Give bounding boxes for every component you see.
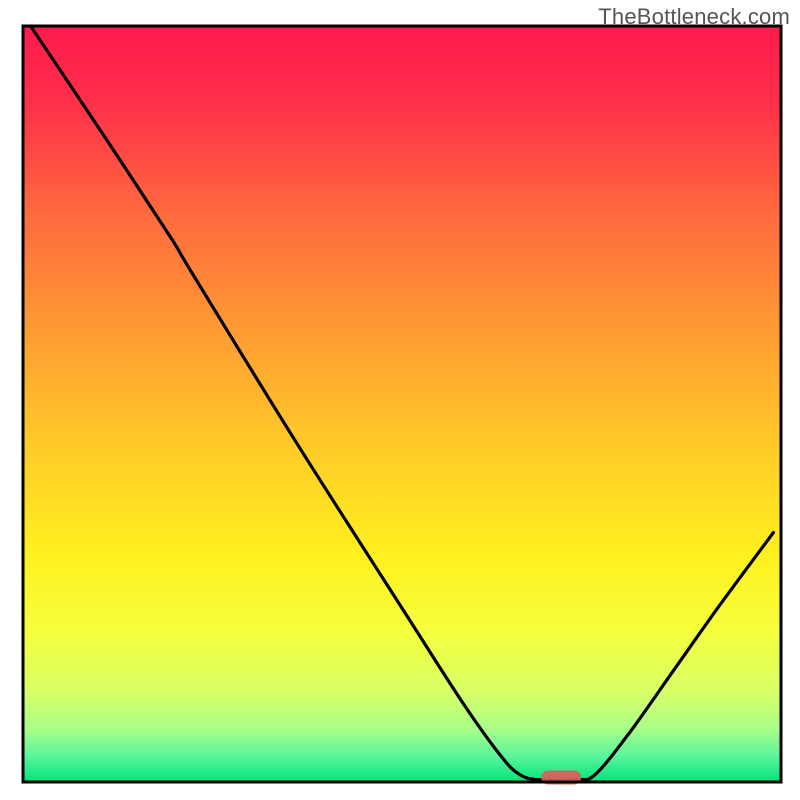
bottleneck-chart: TheBottleneck.com	[0, 0, 800, 800]
watermark-text: TheBottleneck.com	[598, 4, 790, 30]
chart-svg	[0, 0, 800, 800]
plot-background	[23, 26, 781, 782]
